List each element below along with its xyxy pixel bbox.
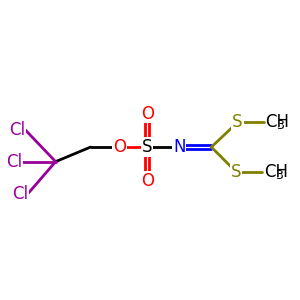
Text: Cl: Cl (6, 153, 22, 171)
Text: 3: 3 (276, 119, 284, 132)
Text: S: S (231, 163, 241, 181)
Text: O: O (141, 105, 154, 123)
Text: Cl: Cl (12, 185, 28, 203)
Text: N: N (173, 138, 186, 156)
Text: O: O (141, 172, 154, 190)
Text: CH: CH (264, 163, 288, 181)
Text: Cl: Cl (9, 121, 25, 139)
Text: 3: 3 (275, 169, 283, 182)
Text: CH: CH (265, 113, 289, 131)
Text: O: O (113, 138, 126, 156)
Text: S: S (142, 138, 153, 156)
Text: S: S (232, 113, 243, 131)
